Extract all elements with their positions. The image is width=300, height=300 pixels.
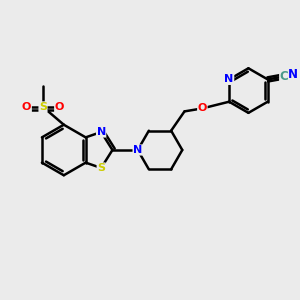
Text: S: S	[97, 163, 105, 173]
Text: N: N	[133, 145, 142, 155]
Text: C: C	[280, 70, 288, 83]
Text: S: S	[39, 102, 47, 112]
Text: N: N	[97, 127, 106, 137]
Text: N: N	[224, 74, 234, 84]
Text: O: O	[55, 102, 64, 112]
Text: O: O	[22, 102, 31, 112]
Text: N: N	[287, 68, 297, 82]
Text: O: O	[198, 103, 207, 113]
